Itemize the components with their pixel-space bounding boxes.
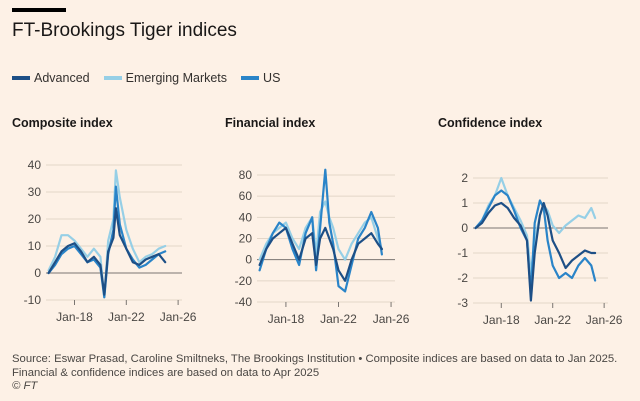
confidence-y-tick-label: -2 (457, 271, 468, 285)
composite-series-line-advanced (47, 207, 167, 296)
financial-y-tick-label: 80 (239, 168, 253, 182)
composite-y-tick-label: -10 (24, 293, 42, 307)
legend-swatch-us (241, 76, 260, 80)
composite-x-tick-label: Jan-18 (56, 310, 93, 324)
financial-y-tick-label: 40 (239, 210, 253, 224)
legend-label-us: US (263, 71, 281, 85)
legend-swatch-emerging-markets (103, 76, 122, 80)
composite-y-tick-label: 30 (28, 185, 42, 199)
panel-title-financial: Financial index (225, 116, 316, 130)
ft-top-bar (12, 8, 66, 12)
confidence-y-tick-label: 0 (461, 221, 468, 235)
panel-title-composite: Composite index (12, 116, 113, 130)
confidence-x-tick-label: Jan-22 (534, 313, 571, 327)
confidence-series-line-advanced (474, 201, 597, 302)
financial-y-tick-label: 20 (239, 232, 253, 246)
legend-item-advanced: Advanced (12, 71, 90, 85)
legend-swatch-advanced (12, 76, 30, 80)
financial-series-line-us (258, 168, 383, 293)
composite-x-tick-label: Jan-26 (160, 310, 197, 324)
confidence-series-line-us (474, 189, 597, 295)
confidence-x-tick-label: Jan-18 (483, 313, 520, 327)
financial-y-tick-label: -20 (235, 274, 253, 288)
composite-y-tick-label: 40 (28, 158, 42, 172)
confidence-x-tick-label: Jan-26 (586, 313, 623, 327)
financial-series-line-advanced (258, 226, 383, 282)
chart-title: FT-Brookings Tiger indices (12, 20, 237, 41)
confidence-y-tick-label: -3 (457, 296, 468, 310)
financial-y-tick-label: -40 (235, 295, 253, 309)
panel-title-confidence: Confidence index (438, 116, 543, 130)
financial-y-tick-label: 0 (245, 253, 252, 267)
ft-credit: © FT (12, 380, 38, 392)
legend-label-advanced: Advanced (34, 71, 90, 85)
financial-y-tick-label: 60 (239, 189, 253, 203)
composite-y-tick-label: 20 (28, 212, 42, 226)
financial-x-tick-label: Jan-22 (320, 312, 357, 326)
legend-label-emerging-markets: Emerging Markets (125, 71, 228, 85)
composite-series-line-emerging-markets (47, 169, 167, 299)
legend: Advanced Emerging Markets US (12, 71, 280, 85)
composite-series-line-us (47, 185, 167, 299)
composite-y-tick-label: 0 (34, 266, 41, 280)
composite-y-tick-label: 10 (28, 239, 42, 253)
confidence-y-tick-label: 2 (461, 171, 468, 185)
financial-x-tick-label: Jan-18 (268, 312, 305, 326)
source-note: Source: Eswar Prasad, Caroline Smiltneks… (12, 353, 618, 379)
financial-x-tick-label: Jan-26 (373, 312, 410, 326)
legend-item-us: US (241, 71, 280, 85)
composite-x-tick-label: Jan-22 (108, 310, 145, 324)
confidence-y-tick-label: -1 (457, 246, 468, 260)
confidence-y-tick-label: 1 (461, 196, 468, 210)
legend-item-emerging-markets: Emerging Markets (103, 71, 228, 85)
